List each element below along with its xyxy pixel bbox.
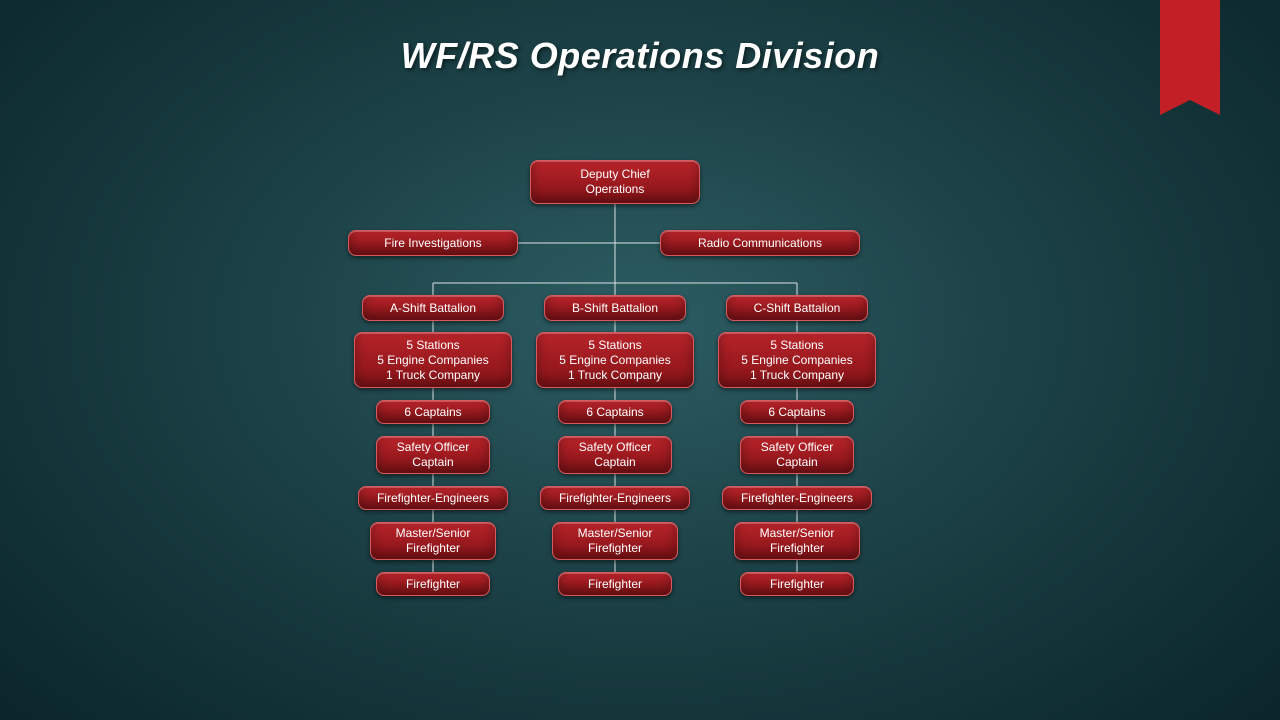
node-b-safety-officer: Safety Officer Captain — [558, 436, 672, 474]
node-c-shift-battalion: C-Shift Battalion — [726, 295, 868, 321]
node-c-engineers: Firefighter-Engineers — [722, 486, 872, 510]
node-deputy-chief: Deputy Chief Operations — [530, 160, 700, 204]
node-a-captains: 6 Captains — [376, 400, 490, 424]
node-a-engineers: Firefighter-Engineers — [358, 486, 508, 510]
node-c-stations: 5 Stations 5 Engine Companies 1 Truck Co… — [718, 332, 876, 388]
node-c-master-senior: Master/Senior Firefighter — [734, 522, 860, 560]
node-b-engineers: Firefighter-Engineers — [540, 486, 690, 510]
node-b-shift-battalion: B-Shift Battalion — [544, 295, 686, 321]
node-b-captains: 6 Captains — [558, 400, 672, 424]
node-c-safety-officer: Safety Officer Captain — [740, 436, 854, 474]
node-b-master-senior: Master/Senior Firefighter — [552, 522, 678, 560]
node-a-safety-officer: Safety Officer Captain — [376, 436, 490, 474]
node-a-shift-battalion: A-Shift Battalion — [362, 295, 504, 321]
node-c-firefighter: Firefighter — [740, 572, 854, 596]
node-b-stations: 5 Stations 5 Engine Companies 1 Truck Co… — [536, 332, 694, 388]
node-radio-communications: Radio Communications — [660, 230, 860, 256]
node-a-master-senior: Master/Senior Firefighter — [370, 522, 496, 560]
node-b-firefighter: Firefighter — [558, 572, 672, 596]
node-fire-investigations: Fire Investigations — [348, 230, 518, 256]
org-chart: Deputy Chief Operations Fire Investigatio… — [0, 0, 1280, 720]
node-a-firefighter: Firefighter — [376, 572, 490, 596]
node-c-captains: 6 Captains — [740, 400, 854, 424]
node-a-stations: 5 Stations 5 Engine Companies 1 Truck Co… — [354, 332, 512, 388]
